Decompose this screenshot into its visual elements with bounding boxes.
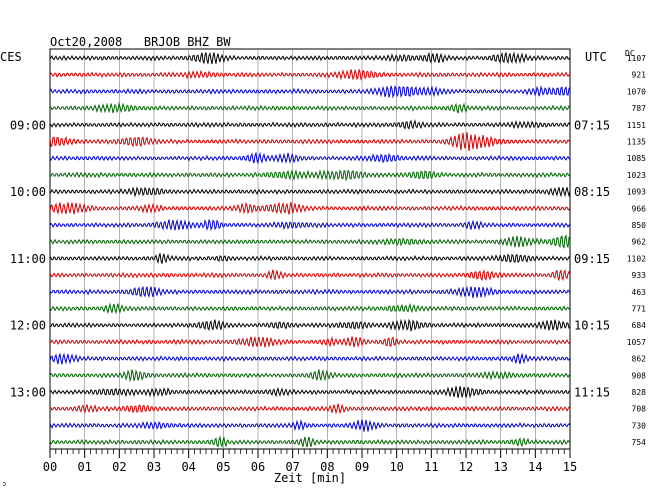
- trace-14: [49, 269, 571, 282]
- dc-value-3: 1070: [627, 87, 646, 96]
- right-hour-label-4: 10:15: [574, 319, 610, 333]
- left-hour-label-3: 11:00: [10, 252, 46, 266]
- x-tick-label-13: 13: [493, 460, 507, 474]
- left-hour-label-4: 12:00: [10, 319, 46, 333]
- dc-value-13: 1102: [627, 254, 646, 263]
- left-zone-label: CES: [0, 50, 22, 64]
- dc-value-21: 828: [632, 388, 647, 397]
- dc-value-20: 908: [632, 371, 647, 380]
- trace-19: [49, 352, 571, 365]
- dc-value-11: 850: [632, 221, 647, 230]
- trace-20: [49, 369, 571, 383]
- x-tick-label-15: 15: [563, 460, 577, 474]
- right-hour-label-5: 11:15: [574, 386, 610, 400]
- trace-9: [49, 186, 571, 198]
- footer-mark: ↄ: [2, 480, 6, 488]
- trace-15: [49, 285, 571, 299]
- x-axis-label: Zeit [min]: [274, 471, 346, 485]
- trace-21: [49, 386, 571, 399]
- trace-22: [49, 403, 571, 415]
- trace-2: [49, 68, 571, 81]
- x-tick-label-3: 03: [147, 460, 161, 474]
- x-tick-label-7: 07: [285, 460, 299, 474]
- x-tick-label-5: 05: [216, 460, 230, 474]
- x-axis: 00 01 02 03 04 05 06 07 08 09 10 11 12 13 14 15: [43, 449, 577, 474]
- trace-18: [49, 335, 571, 348]
- right-hour-label-2: 08:15: [574, 185, 610, 199]
- trace-24: [49, 435, 571, 448]
- left-hour-labels: 09:00 10:00 11:00 12:00 13:00: [10, 118, 46, 399]
- dc-header-label: DC: [625, 49, 635, 58]
- dc-value-1: 1107: [627, 54, 646, 63]
- trace-13: [49, 253, 571, 264]
- x-tick-label-10: 10: [389, 460, 403, 474]
- seismogram-traces: [49, 51, 571, 448]
- dc-value-24: 754: [632, 438, 647, 447]
- trace-6: [49, 132, 571, 152]
- trace-16: [49, 302, 571, 315]
- dc-value-16: 771: [632, 305, 647, 314]
- x-tick-label-14: 14: [528, 460, 542, 474]
- x-tick-label-2: 02: [112, 460, 126, 474]
- trace-10: [49, 201, 571, 215]
- x-tick-label-12: 12: [459, 460, 473, 474]
- right-hour-labels: 07:15 08:15 09:15 10:15 11:15: [574, 118, 610, 399]
- trace-3: [49, 84, 571, 99]
- left-hour-label-1: 09:00: [10, 118, 46, 132]
- trace-5: [49, 119, 571, 130]
- dc-value-23: 730: [632, 421, 647, 430]
- x-tick-label-0: 00: [43, 460, 57, 474]
- trace-12: [49, 234, 571, 249]
- trace-7: [49, 151, 571, 165]
- trace-23: [49, 418, 571, 432]
- x-tick-label-11: 11: [424, 460, 438, 474]
- dc-value-12: 962: [632, 238, 647, 247]
- dc-value-15: 463: [632, 288, 647, 297]
- right-zone-label: UTC: [585, 50, 607, 64]
- trace-4: [49, 101, 571, 114]
- dc-value-7: 1085: [627, 154, 646, 163]
- grid-lines: [84, 49, 536, 449]
- x-tick-label-8: 08: [320, 460, 334, 474]
- dc-value-2: 921: [632, 71, 647, 80]
- dc-value-4: 787: [632, 104, 647, 113]
- dc-value-17: 684: [632, 321, 647, 330]
- left-hour-label-2: 10:00: [10, 185, 46, 199]
- dc-value-22: 708: [632, 405, 647, 414]
- right-hour-label-1: 07:15: [574, 118, 610, 132]
- trace-1: [49, 51, 571, 65]
- x-tick-label-6: 06: [251, 460, 265, 474]
- dc-value-10: 966: [632, 204, 647, 213]
- right-hour-label-3: 09:15: [574, 252, 610, 266]
- trace-11: [49, 218, 571, 231]
- trace-8: [49, 169, 571, 182]
- dc-value-18: 1057: [627, 338, 646, 347]
- trace-17: [49, 318, 571, 332]
- x-tick-label-4: 04: [181, 460, 195, 474]
- dc-value-19: 862: [632, 355, 647, 364]
- dc-value-6: 1135: [627, 138, 646, 147]
- dc-value-8: 1023: [627, 171, 646, 180]
- dc-value-9: 1093: [627, 188, 646, 197]
- left-hour-label-5: 13:00: [10, 386, 46, 400]
- chart-title: Oct20,2008 BRJOB BHZ BW: [50, 35, 231, 49]
- x-tick-label-1: 01: [77, 460, 91, 474]
- dc-value-labels: 1107 921 1070 787 1151 1135 1085 1023 1093 966 850…: [627, 54, 646, 447]
- x-tick-label-9: 09: [355, 460, 369, 474]
- dc-value-14: 933: [632, 271, 647, 280]
- dc-value-5: 1151: [627, 121, 646, 130]
